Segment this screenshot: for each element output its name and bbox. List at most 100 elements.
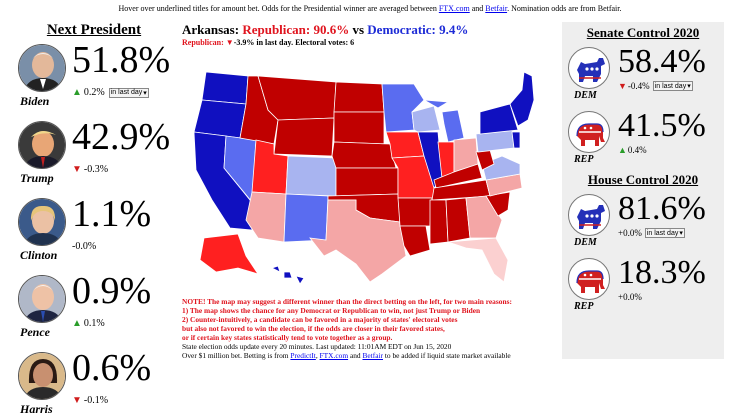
candidate-harris: Harris 0.6% ▼ -0.1% [14, 347, 174, 420]
timeframe-select[interactable]: in last day ▾ [644, 228, 685, 238]
note-line: 2) Counter-intuitively, a candidate can … [182, 315, 458, 324]
state-oregon[interactable] [193, 99, 247, 139]
state-south-dakota[interactable] [333, 111, 385, 145]
house-rep: REP 18.3% +0.0% [562, 252, 724, 316]
senate-dem: DEM 58.4% ▼ -0.4% in last day ▾ [562, 41, 724, 105]
party-change: +0.0% [618, 292, 642, 302]
note-line: or if certain key states statistically t… [182, 333, 393, 342]
state-wyoming[interactable] [273, 117, 335, 157]
ftx-link[interactable]: FTX.com [438, 4, 470, 13]
donkey-icon [568, 194, 610, 236]
clinton-photo [18, 198, 66, 246]
state-arkansas[interactable] [397, 197, 433, 227]
state-florida[interactable] [447, 237, 509, 283]
state-north-dakota[interactable] [333, 81, 385, 113]
next-president-panel: Next President Biden 51.8% ▲ 0.2% in las… [14, 22, 174, 420]
party-label: DEM [574, 90, 597, 101]
up-arrow-icon: ▲ [72, 318, 82, 329]
betfair-link[interactable]: Betfair [362, 351, 383, 360]
chevron-down-icon: ▾ [679, 230, 683, 237]
state-louisiana[interactable] [399, 225, 431, 257]
house-dem: DEM 81.6% +0.0% in last day ▾ [562, 188, 724, 252]
candidate-pct: 1.1% [72, 193, 152, 235]
selected-state: Arkansas: [182, 22, 240, 37]
state-arizona[interactable] [245, 191, 287, 243]
state-new-mexico[interactable] [283, 193, 329, 243]
elephant-icon [568, 258, 610, 300]
party-change: ▼ -0.4% in last day ▾ [618, 81, 693, 91]
up-arrow-icon: ▲ [72, 87, 82, 98]
candidate-name: Harris [20, 402, 53, 416]
candidate-change: ▲ 0.1% [72, 318, 105, 329]
bet-source-line: Over $1 million bet. Betting is from Pre… [182, 351, 511, 360]
candidate-pence: Pence 0.9% ▲ 0.1% [14, 270, 174, 349]
candidate-pct: 51.8% [72, 39, 171, 81]
state-alaska[interactable] [199, 233, 259, 275]
state-colorado[interactable] [285, 155, 337, 197]
candidate-trump: Trump 42.9% ▼ -0.3% [14, 116, 174, 195]
party-pct: 58.4% [618, 43, 706, 80]
state-nebraska[interactable] [331, 141, 397, 169]
state-kansas[interactable] [335, 167, 399, 197]
note-line: 1) The map shows the chance for any Demo… [182, 306, 481, 315]
candidate-pct: 0.6% [72, 347, 152, 389]
down-arrow-icon: ▼ [72, 395, 82, 406]
party-pct: 81.6% [618, 190, 706, 227]
betfair-link[interactable]: Betfair [485, 4, 508, 13]
up-arrow-icon: ▲ [618, 145, 627, 155]
state-wisconsin[interactable] [411, 105, 441, 133]
state-washington[interactable] [201, 71, 249, 105]
senate-title[interactable]: Senate Control 2020 [586, 25, 700, 40]
elephant-icon [568, 111, 610, 153]
note-line: but also not favored to win the election… [182, 324, 445, 333]
map-headline: Arkansas: Republican: 90.6% vs Democrati… [182, 22, 469, 37]
senate-rep: REP 41.5% ▲ 0.4% [562, 105, 724, 169]
party-label: REP [574, 154, 594, 165]
congress-panel: Senate Control 2020 DEM 58.4% ▼ -0.4% in… [562, 22, 724, 359]
party-label: REP [574, 301, 594, 312]
state-new-jersey[interactable] [511, 131, 521, 149]
state-texas[interactable] [309, 199, 407, 283]
rep-odds: Republican: 90.6% [242, 22, 350, 37]
next-president-title[interactable]: Next President [46, 22, 142, 38]
candidate-clinton: Clinton 1.1% -0.0% [14, 193, 174, 272]
state-hawaii[interactable] [270, 265, 305, 285]
candidate-name: Trump [20, 171, 54, 185]
timeframe-select[interactable]: in last day ▾ [108, 87, 149, 98]
candidate-name: Biden [20, 94, 50, 108]
chevron-down-icon: ▾ [143, 89, 147, 97]
state-new-england[interactable] [509, 71, 535, 127]
candidate-change: ▲ 0.2% in last day ▾ [72, 87, 149, 98]
candidate-name: Clinton [20, 248, 58, 262]
party-pct: 41.5% [618, 107, 706, 144]
party-change: +0.0% in last day ▾ [618, 228, 685, 238]
party-pct: 18.3% [618, 254, 706, 291]
house-title[interactable]: House Control 2020 [587, 172, 699, 187]
biden-photo [18, 44, 66, 92]
note-line: NOTE! The map may suggest a different wi… [182, 297, 512, 306]
state-new-york[interactable] [479, 103, 519, 135]
candidate-change: ▼ -0.3% [72, 164, 109, 175]
down-arrow-icon: ▼ [72, 164, 82, 175]
candidate-change: ▼ -0.1% [72, 395, 109, 406]
state-iowa[interactable] [385, 131, 425, 159]
chevron-down-icon: ▾ [687, 83, 691, 90]
update-line: State election odds update every 20 minu… [182, 342, 452, 351]
state-kentucky[interactable] [433, 163, 483, 189]
party-label: DEM [574, 237, 597, 248]
donkey-icon [568, 47, 610, 89]
us-election-map[interactable] [186, 60, 536, 285]
timeframe-select[interactable]: in last day ▾ [652, 81, 693, 91]
pence-photo [18, 275, 66, 323]
ftx-link[interactable]: FTX.com [319, 351, 349, 360]
candidate-change: -0.0% [72, 241, 97, 252]
party-change: ▲ 0.4% [618, 145, 647, 155]
state-map-panel: Arkansas: Republican: 90.6% vs Democrati… [182, 22, 554, 360]
trump-photo [18, 121, 66, 169]
map-notes: NOTE! The map may suggest a different wi… [182, 297, 512, 360]
state-mississippi[interactable] [429, 199, 449, 245]
map-subline: Republican: ▼-3.9% in last day. Electora… [182, 38, 355, 47]
predictit-link[interactable]: PredictIt [290, 351, 316, 360]
harris-photo [18, 352, 66, 400]
down-arrow-icon: ▼ [618, 81, 627, 91]
